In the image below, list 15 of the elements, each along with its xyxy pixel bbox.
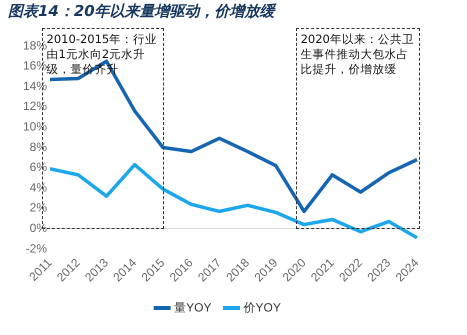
y-tick-label: 2% (30, 200, 48, 215)
y-tick-label: 16% (22, 58, 48, 73)
y-tick-label: 8% (30, 140, 48, 154)
y-tick-label: 4% (30, 180, 48, 194)
legend-label: 量YOY (174, 300, 212, 314)
y-tick-label: 0% (30, 220, 48, 235)
annotation: 2020年以来：公共卫生事件推动大包水占比提升，价增放缓 (300, 32, 415, 77)
y-tick-label: -2% (26, 241, 48, 256)
y-tick-label: 10% (22, 119, 48, 134)
y-tick-label: 18% (22, 38, 48, 52)
chart-title: 图表14：20年以来量增驱动，价增放缓 (8, 2, 275, 21)
y-tick-label: 14% (22, 78, 48, 93)
legend-label: 价YOY (242, 300, 281, 314)
y-tick-label: 6% (30, 160, 48, 174)
y-tick-label: 12% (22, 99, 48, 114)
